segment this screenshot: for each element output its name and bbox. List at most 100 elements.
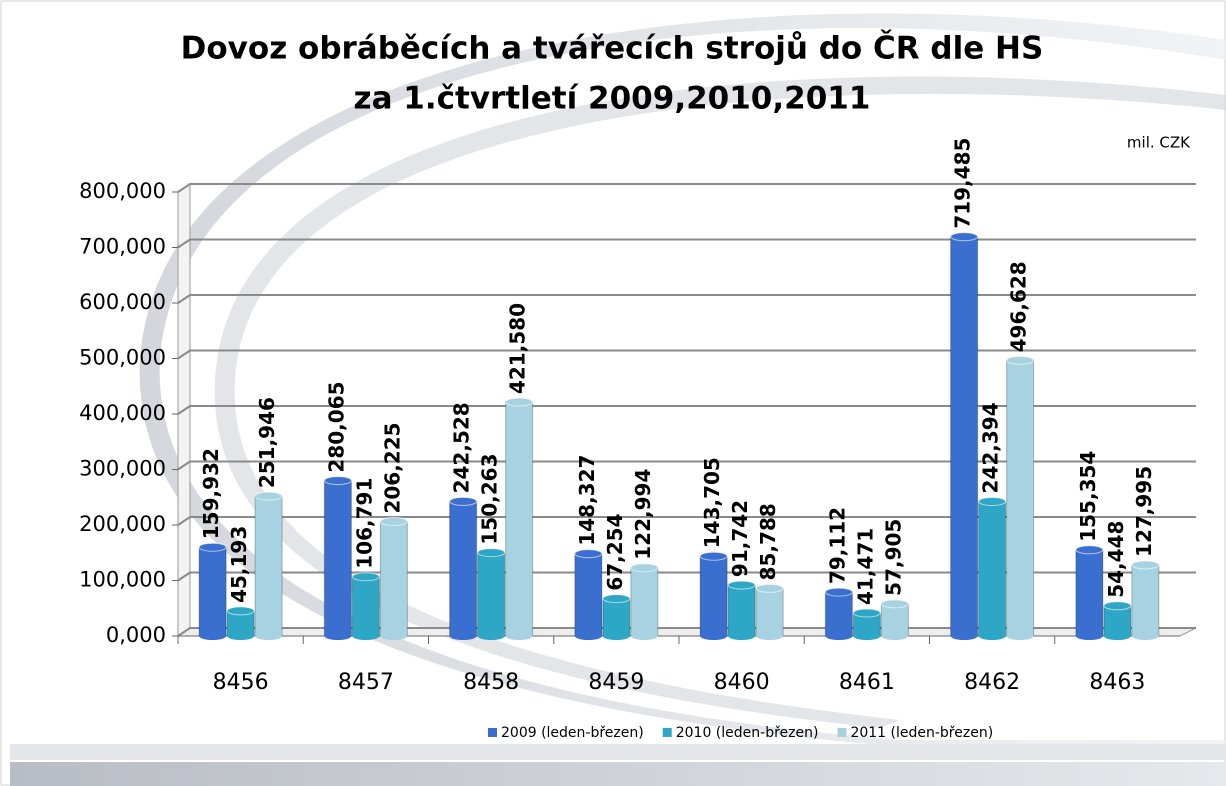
bar-cap (1007, 356, 1034, 364)
unit-label: mil. CZK (1127, 134, 1191, 152)
bar (825, 592, 852, 636)
bar (352, 577, 379, 636)
bar-base (825, 632, 852, 640)
bar-cap (1132, 561, 1159, 569)
bar-cap (700, 552, 727, 560)
bar (255, 496, 282, 636)
bar-cap (506, 398, 533, 406)
x-tick-label: 8461 (839, 670, 895, 695)
bar (324, 481, 351, 636)
bar-base (1007, 632, 1034, 640)
bar-cap (756, 584, 783, 592)
data-label: 421,580 (506, 303, 530, 394)
bar (380, 522, 407, 636)
bar-base (853, 632, 880, 640)
bar-base (227, 632, 254, 640)
bar-cap (352, 573, 379, 581)
chart-title: Dovoz obráběcích a tvářecích strojů do Č… (181, 30, 1044, 67)
data-label: 54,448 (1104, 521, 1128, 598)
data-label: 150,263 (478, 454, 502, 545)
bar (1007, 360, 1034, 636)
bar-cap (631, 564, 658, 572)
x-tick-label: 8459 (588, 670, 644, 695)
bar-base (255, 632, 282, 640)
chart-subtitle: za 1.čtvrtletí 2009,2010,2011 (354, 81, 871, 117)
x-tick-label: 8462 (964, 670, 1020, 695)
y-tick-label: 500,000 (79, 346, 166, 370)
data-label: 155,354 (1076, 451, 1100, 542)
bar-base (979, 632, 1006, 640)
decor-band (10, 744, 1226, 760)
x-tick-label: 8463 (1089, 670, 1145, 695)
bar (199, 547, 226, 636)
bar-cap (853, 609, 880, 617)
data-label: 280,065 (324, 381, 348, 472)
y-tick-label: 0,000 (106, 623, 166, 647)
bar (603, 599, 630, 636)
bar-base (324, 632, 351, 640)
bar-cap (450, 497, 477, 505)
bar-base (951, 632, 978, 640)
legend-swatch (837, 728, 846, 737)
bar (1132, 565, 1159, 636)
bar-cap (1076, 546, 1103, 554)
bar (881, 604, 908, 636)
x-tick-label: 8456 (213, 670, 269, 695)
bar-base (450, 632, 477, 640)
bar-cap (478, 549, 505, 557)
data-label: 85,788 (756, 503, 780, 580)
bar-cap (255, 492, 282, 500)
data-label: 242,528 (450, 402, 474, 493)
bar-base (478, 632, 505, 640)
bar (951, 237, 978, 636)
bar (979, 501, 1006, 636)
y-tick-label: 600,000 (79, 290, 166, 314)
bar-cap (380, 518, 407, 526)
legend-label: 2011 (leden-březen) (850, 725, 993, 741)
data-label: 143,705 (700, 457, 724, 548)
data-label: 148,327 (575, 455, 599, 546)
bar-cap (227, 607, 254, 615)
bar-base (881, 632, 908, 640)
legend-label: 2009 (leden-březen) (501, 725, 644, 741)
bar-cap (575, 550, 602, 558)
bar-base (1132, 632, 1159, 640)
data-label: 122,994 (631, 469, 655, 560)
bar-cap (825, 588, 852, 596)
chart: Dovoz obráběcích a tvářecích strojů do Č… (0, 0, 1226, 786)
bar (631, 568, 658, 636)
data-label: 45,193 (227, 526, 251, 603)
x-tick-label: 8460 (714, 670, 770, 695)
y-tick-label: 100,000 (79, 568, 166, 592)
bar (1076, 550, 1103, 636)
legend-label: 2010 (leden-březen) (676, 725, 819, 741)
y-tick-label: 800,000 (79, 179, 166, 203)
bar-cap (1104, 602, 1131, 610)
bar-base (199, 632, 226, 640)
data-label: 159,932 (199, 448, 223, 539)
bar (506, 402, 533, 636)
legend-swatch (488, 728, 497, 737)
y-tick-label: 200,000 (79, 512, 166, 536)
data-label: 127,995 (1132, 466, 1156, 557)
bar-cap (728, 581, 755, 589)
data-label: 242,394 (979, 402, 1003, 493)
data-label: 41,471 (853, 528, 877, 605)
bar-cap (603, 595, 630, 603)
data-label: 251,946 (255, 397, 279, 488)
legend-swatch (663, 728, 672, 737)
data-label: 91,742 (728, 500, 752, 577)
y-tick-label: 400,000 (79, 401, 166, 425)
bar (728, 585, 755, 636)
data-label: 206,225 (380, 422, 404, 513)
decor-band (10, 762, 1226, 786)
bar (1104, 606, 1131, 636)
bar-base (380, 632, 407, 640)
data-label: 106,791 (352, 478, 376, 569)
bar (575, 554, 602, 636)
data-label: 57,905 (881, 519, 905, 596)
bar-base (506, 632, 533, 640)
data-label: 496,628 (1007, 261, 1031, 352)
bar (478, 553, 505, 636)
bar-base (756, 632, 783, 640)
